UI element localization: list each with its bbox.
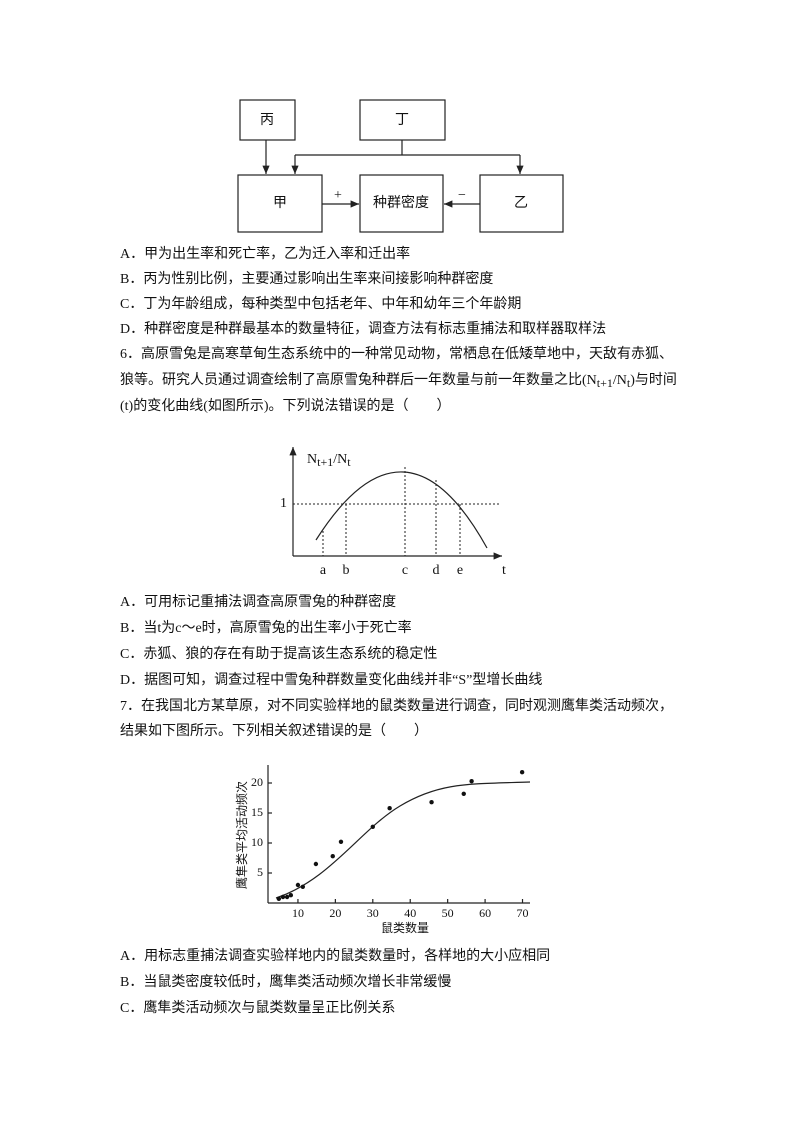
- point: [338, 839, 344, 844]
- diagram: 丙 丁 甲 种群密度 乙 + −: [237, 99, 564, 233]
- x-tick-label: 20: [329, 906, 341, 920]
- node-box: [239, 99, 296, 141]
- y-axis-label: 鹰隼类平均活动频次: [234, 781, 249, 889]
- option: B．当鼠类密度较低时，鹰隼类活动频次增长非常缓慢: [120, 973, 451, 990]
- question-stem: 6．高原雪兔是高寒草甸生态系统中的一种常见动物，常栖息在低矮草地中，天敌有赤狐、: [120, 345, 673, 362]
- option: A．用标志重捕法调查实验样地内的鼠类数量时，各样地的大小应相同: [120, 947, 550, 964]
- node-label: 丙: [260, 113, 274, 128]
- x-axis-label: 鼠类数量: [381, 920, 429, 935]
- x-tick-label: 10: [292, 906, 304, 920]
- curve: [315, 471, 488, 549]
- x-tick-label: 60: [479, 906, 491, 920]
- question-stem: 狼等。研究人员通过调查绘制了高原雪兔种群后一年数量与前一年数量之比(Nt+1/N…: [120, 371, 677, 390]
- x-mark: c: [402, 563, 408, 578]
- option: B．丙为性别比例，主要通过影响出生率来间接影响种群密度: [120, 270, 493, 287]
- y-tick-label: 20: [251, 775, 263, 789]
- node-box: [359, 174, 444, 233]
- x-mark: d: [433, 563, 440, 578]
- point: [461, 791, 466, 796]
- x-mark: b: [343, 563, 350, 578]
- point: [330, 854, 335, 859]
- x-axis-label: t: [502, 563, 506, 578]
- option: C．赤狐、狼的存在有助于提高该生态系统的稳定性: [120, 645, 437, 662]
- connector: [295, 140, 520, 156]
- option: C．鹰隼类活动频次与鼠类数量呈正比例关系: [120, 1000, 395, 1016]
- point: [284, 894, 290, 900]
- point: [429, 800, 434, 805]
- x-mark: a: [320, 563, 327, 578]
- x-tick-label: 50: [442, 906, 454, 920]
- node-label: 丁: [395, 113, 409, 128]
- y-tick-label: 15: [251, 805, 263, 819]
- text: /N: [613, 373, 627, 388]
- point: [313, 861, 319, 867]
- option: A．甲为出生率和死亡率，乙为迁入率和迁出率: [120, 245, 410, 262]
- node-label: 甲: [273, 196, 287, 211]
- fit-curve: [275, 781, 531, 899]
- point: [519, 770, 525, 775]
- subscript: t+1: [317, 455, 333, 469]
- option: C．丁为年龄组成，每种类型中包括老年、中年和幼年三个年龄期: [120, 296, 521, 312]
- subscript: t+1: [597, 376, 613, 390]
- question-stem: 7．在我国北方某草原，对不同实验样地的鼠类数量进行调查，同时观测鹰隼类活动频次，: [120, 698, 673, 714]
- subscript: t: [627, 376, 631, 390]
- x-mark: e: [457, 563, 463, 578]
- question-stem: 结果如下图所示。下列相关叙述错误的是（ ）: [120, 722, 428, 739]
- y-mark: 1: [280, 496, 287, 511]
- point: [387, 806, 392, 811]
- question-stem: (t)的变化曲线(如图所示)。下列说法错误的是（ ）: [120, 398, 451, 414]
- edge-label: −: [458, 188, 466, 203]
- node-label: 乙: [514, 195, 528, 211]
- node-box: [359, 99, 446, 141]
- option: D．据图可知，调查过程中雪兔种群数量变化曲线并非“S”型增长曲线: [120, 671, 542, 688]
- y-tick-label: 10: [251, 835, 263, 849]
- figure-scatter: 鹰隼类平均活动频次 鼠类数量 5 10 15 20 10 20 30 40 50 60 70: [234, 765, 531, 935]
- y-axis-label: Nt+1/Nt: [307, 452, 351, 469]
- text: N: [307, 452, 317, 467]
- x-tick-label: 30: [367, 906, 379, 920]
- figure-curve: Nt+1/Nt 1 a b c d e t: [280, 447, 506, 578]
- point: [370, 824, 375, 829]
- subscript: t: [347, 455, 351, 469]
- option: B．当t为c～e时，高原雪兔的出生率小于死亡率: [120, 619, 412, 636]
- y-tick-label: 5: [257, 865, 263, 879]
- point: [295, 882, 301, 888]
- node-box: [237, 174, 323, 233]
- edge-label: +: [334, 188, 342, 203]
- x-tick-label: 40: [404, 906, 416, 920]
- node-label: 种群密度: [373, 194, 429, 211]
- option: A．可用标记重捕法调查高原雪兔的种群密度: [120, 593, 396, 610]
- text: )与时间: [630, 372, 677, 388]
- point: [288, 893, 294, 898]
- text: 狼等。研究人员通过调查绘制了高原雪兔种群后一年数量与前一年数量之比(N: [120, 371, 597, 388]
- x-tick-label: 70: [517, 906, 529, 920]
- point: [469, 779, 474, 784]
- text: /N: [333, 452, 347, 467]
- point: [276, 896, 282, 901]
- point: [280, 894, 286, 900]
- point: [300, 884, 306, 889]
- option: D．种群密度是种群最基本的数量特征，调查方法有标志重捕法和取样器取样法: [120, 320, 606, 337]
- node-box: [479, 174, 564, 233]
